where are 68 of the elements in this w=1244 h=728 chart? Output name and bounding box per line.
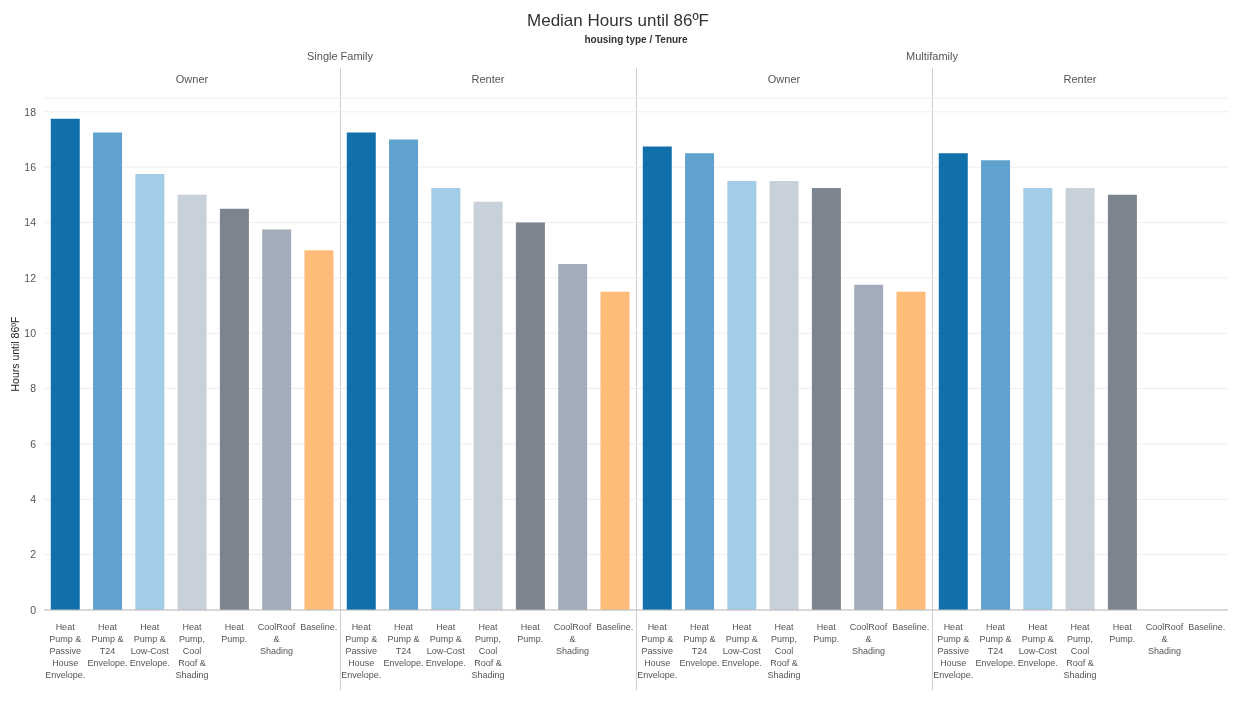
- x-tick-label: Heat Pump.: [221, 622, 248, 644]
- bar: [769, 181, 799, 610]
- chart-title: Median Hours until 86ºF: [526, 10, 710, 32]
- bar: [515, 222, 545, 610]
- y-tick-label: 6: [30, 437, 37, 450]
- bar: [431, 187, 461, 610]
- x-tick-label: Heat Pump.: [813, 622, 840, 644]
- y-tick-label: 10: [24, 326, 37, 339]
- y-axis-title: Hours until 86ºF: [8, 316, 21, 392]
- y-tick-label: 2: [30, 548, 37, 561]
- y-tick-label: 0: [30, 603, 37, 616]
- bar: [600, 291, 630, 610]
- x-tick-label: Heat Pump.: [1109, 622, 1136, 644]
- bar: [558, 264, 588, 610]
- bar: [177, 194, 207, 610]
- x-tick-label: CoolRoof & Shading: [257, 622, 296, 656]
- chart-subtitle: Renter: [470, 72, 506, 87]
- x-tick-label: Heat Pump, Cool Roof & Shading: [1063, 622, 1097, 680]
- y-tick-label: 4: [30, 493, 37, 506]
- x-tick-label: Baseline.: [892, 622, 930, 632]
- x-tick-label: Heat Pump, Cool Roof & Shading: [471, 622, 505, 680]
- bar: [219, 208, 249, 610]
- bar: [93, 132, 123, 610]
- bar: [642, 146, 672, 610]
- x-tick-label: Heat Pump.: [517, 622, 544, 644]
- x-tick-label: Baseline.: [1188, 622, 1226, 632]
- y-tick-label: 12: [24, 271, 37, 284]
- chart-subtitle: Owner: [766, 72, 802, 87]
- bar: [896, 291, 926, 610]
- x-tick-label: Heat Pump & Low-Cost Envelope.: [721, 622, 762, 668]
- bar: [262, 229, 292, 610]
- bar: [685, 153, 715, 610]
- y-tick-label: 16: [24, 160, 37, 173]
- x-tick-label: Heat Pump, Cool Roof & Shading: [767, 622, 801, 680]
- chart-subtitle: Owner: [174, 72, 210, 87]
- x-tick-label: Heat Pump & Low-Cost Envelope.: [1017, 622, 1058, 668]
- x-tick-label: CoolRoof & Shading: [553, 622, 592, 656]
- x-tick-label: Heat Pump & Low-Cost Envelope.: [129, 622, 170, 668]
- text: housing type / Tenure: [583, 34, 689, 47]
- x-tick-label: CoolRoof & Shading: [849, 622, 888, 656]
- x-tick-label: Heat Pump & Passive House Envelope.: [341, 622, 382, 680]
- text: Single Family: [306, 50, 374, 64]
- x-tick-label: CoolRoof & Shading: [1145, 622, 1184, 656]
- bar: [389, 139, 419, 610]
- y-tick-label: 8: [30, 382, 37, 395]
- bar: [473, 201, 503, 610]
- chart-subtitle: Renter: [1062, 72, 1098, 87]
- text: Multifamily: [905, 50, 959, 64]
- bar: [727, 181, 757, 610]
- bar: [135, 174, 165, 610]
- x-tick-label: Heat Pump & Low-Cost Envelope.: [425, 622, 466, 668]
- x-tick-label: Baseline.: [300, 622, 338, 632]
- x-tick-label: Heat Pump & T24 Envelope.: [87, 622, 128, 668]
- x-tick-label: Heat Pump & T24 Envelope.: [975, 622, 1016, 668]
- x-tick-label: Heat Pump & Passive House Envelope.: [45, 622, 86, 680]
- y-tick-label: 14: [24, 216, 37, 229]
- y-tick-label: 18: [24, 105, 37, 118]
- bar: [50, 118, 80, 610]
- x-tick-label: Heat Pump & Passive House Envelope.: [637, 622, 678, 680]
- x-tick-label: Heat Pump & T24 Envelope.: [383, 622, 424, 668]
- bar: [854, 284, 884, 610]
- x-tick-label: Baseline.: [596, 622, 634, 632]
- x-tick-label: Heat Pump & T24 Envelope.: [679, 622, 720, 668]
- x-tick-label: Heat Pump, Cool Roof & Shading: [175, 622, 209, 680]
- bar: [811, 187, 841, 610]
- bar: [304, 250, 334, 610]
- bar: [346, 132, 376, 610]
- x-tick-label: Heat Pump & Passive House Envelope.: [933, 622, 974, 680]
